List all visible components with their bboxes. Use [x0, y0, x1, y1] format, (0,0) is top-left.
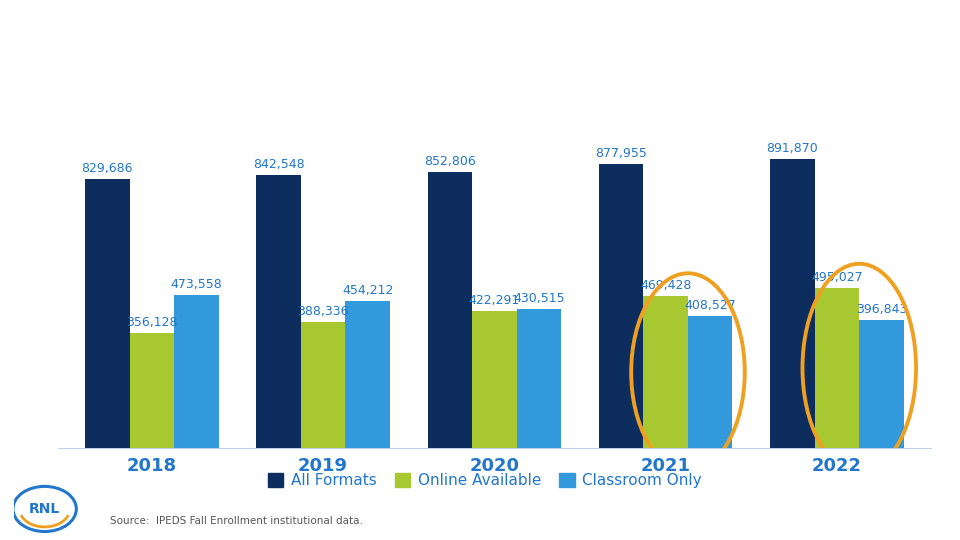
Text: 842,548: 842,548 — [252, 158, 304, 171]
Text: 469,428: 469,428 — [640, 279, 691, 292]
Bar — [599, 164, 643, 448]
Text: 388,336: 388,336 — [298, 306, 348, 319]
Bar — [256, 175, 300, 448]
Bar — [815, 288, 859, 448]
Bar — [85, 179, 130, 448]
Text: 877,955: 877,955 — [595, 147, 647, 160]
Legend: All Formats, Online Available, Classroom Only: All Formats, Online Available, Classroom… — [262, 467, 708, 494]
Bar — [859, 320, 903, 448]
Bar — [174, 295, 219, 448]
Text: 454,212: 454,212 — [342, 284, 394, 297]
Bar — [130, 333, 174, 448]
Bar — [300, 322, 346, 448]
Text: 430,515: 430,515 — [514, 292, 564, 305]
Bar — [643, 296, 688, 448]
Text: 852,806: 852,806 — [424, 155, 476, 168]
Text: 408,527: 408,527 — [684, 299, 736, 312]
Bar — [472, 312, 516, 448]
Text: 473,558: 473,558 — [171, 278, 222, 291]
Text: 422,291: 422,291 — [468, 294, 520, 307]
Text: Graduate: Degree Production by Format: Graduate: Degree Production by Format — [21, 29, 777, 63]
Text: RNL: RNL — [29, 502, 60, 516]
Bar — [770, 159, 815, 448]
Text: 891,870: 891,870 — [767, 143, 818, 156]
Text: 396,843: 396,843 — [855, 303, 907, 316]
Text: 495,027: 495,027 — [811, 271, 863, 284]
Bar — [346, 301, 390, 448]
Bar — [516, 309, 562, 448]
Bar — [427, 172, 472, 448]
Text: 829,686: 829,686 — [82, 163, 133, 176]
Text: Source:  IPEDS Fall Enrollment institutional data.: Source: IPEDS Fall Enrollment institutio… — [110, 516, 363, 526]
Bar — [688, 316, 732, 448]
Text: 356,128: 356,128 — [126, 316, 178, 329]
